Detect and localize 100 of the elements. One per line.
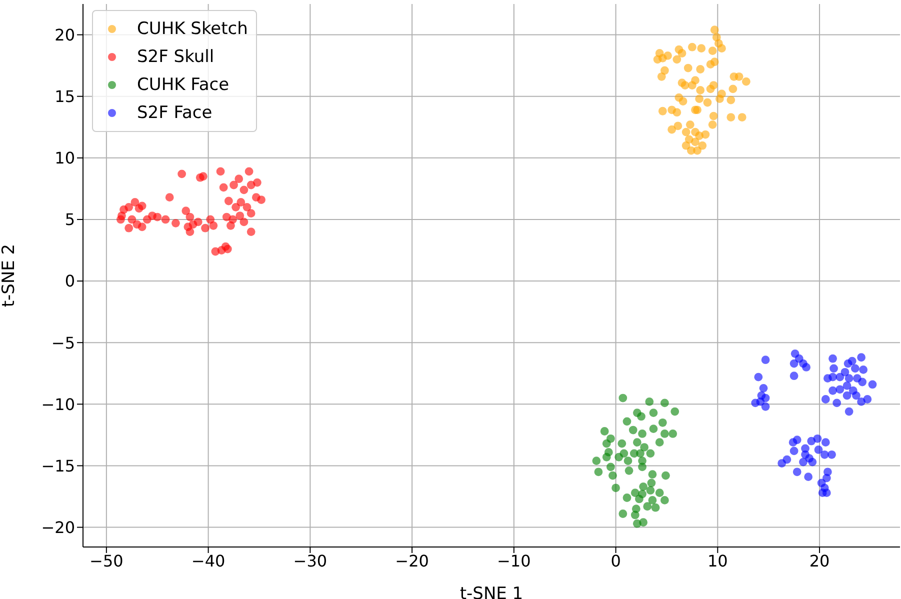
x-tick-label: −30 [293, 551, 328, 570]
point [130, 198, 140, 206]
point [708, 120, 717, 129]
point [672, 55, 682, 64]
point [632, 519, 642, 528]
point [124, 224, 134, 232]
point [172, 218, 180, 228]
point [678, 97, 688, 106]
point [660, 430, 669, 438]
point [645, 398, 654, 406]
point [658, 418, 667, 427]
point [614, 452, 624, 462]
point [726, 113, 736, 122]
point [726, 96, 736, 104]
point [618, 510, 628, 518]
point [674, 122, 682, 130]
point [672, 108, 682, 117]
point [678, 49, 686, 58]
point [708, 46, 717, 55]
point [138, 222, 146, 232]
legend-label: S2F Face [137, 103, 212, 123]
point [182, 206, 190, 216]
point [696, 86, 705, 94]
point [655, 438, 664, 447]
point [186, 228, 194, 236]
point [600, 427, 609, 436]
point [219, 183, 228, 192]
point [594, 468, 603, 476]
point [701, 130, 710, 139]
point [236, 198, 246, 206]
point [710, 26, 719, 34]
point [682, 128, 690, 136]
x-tick-label: −10 [497, 551, 531, 570]
point [224, 196, 233, 206]
point [688, 42, 696, 52]
y-tick-label: −5 [51, 333, 75, 352]
point [230, 180, 238, 190]
point [240, 186, 248, 194]
point [608, 471, 617, 480]
point [738, 113, 746, 122]
point [178, 170, 186, 178]
point [709, 81, 718, 90]
point [624, 456, 632, 466]
point [709, 112, 718, 120]
point [128, 215, 136, 224]
legend-label: CUHK Sketch [137, 19, 248, 39]
point [253, 178, 262, 187]
point [153, 212, 162, 222]
point [684, 135, 694, 144]
point [648, 470, 657, 479]
point [660, 66, 669, 75]
point [646, 449, 655, 458]
point [728, 84, 738, 94]
point [697, 44, 706, 53]
point [635, 494, 644, 504]
point [668, 125, 676, 134]
point [647, 478, 656, 488]
point [637, 412, 646, 421]
point [680, 81, 690, 90]
point [664, 52, 672, 60]
point [686, 120, 694, 129]
point [226, 221, 235, 230]
legend-label: CUHK Face [137, 75, 230, 95]
point [636, 449, 644, 458]
y-tick-label: −15 [41, 456, 75, 476]
point [640, 443, 649, 452]
point [138, 202, 146, 210]
point [691, 76, 700, 85]
point [657, 72, 666, 81]
point [670, 407, 680, 416]
point [710, 58, 719, 66]
point [240, 218, 248, 226]
x-tick-label: −20 [395, 551, 429, 570]
y-axis-title: t-SNE 2 [0, 244, 20, 308]
point [624, 466, 634, 475]
point [186, 212, 194, 222]
x-tick-label: −40 [191, 551, 226, 570]
point [612, 484, 620, 492]
point [649, 424, 658, 433]
point [124, 202, 134, 212]
point [246, 209, 256, 218]
point [648, 496, 657, 504]
point [646, 486, 655, 495]
point [638, 430, 646, 438]
point [257, 196, 266, 204]
point [242, 202, 252, 212]
point [206, 215, 215, 224]
legend-label: S2F Skull [137, 47, 214, 67]
y-tick-label: −20 [41, 518, 75, 537]
point [660, 398, 669, 408]
point [602, 439, 611, 448]
point [684, 64, 692, 72]
point [660, 496, 669, 504]
point [734, 72, 744, 81]
point [703, 98, 712, 107]
y-tick-label: −10 [41, 394, 75, 414]
point [622, 417, 632, 426]
point [161, 215, 170, 224]
point [632, 438, 642, 447]
point [696, 65, 705, 74]
